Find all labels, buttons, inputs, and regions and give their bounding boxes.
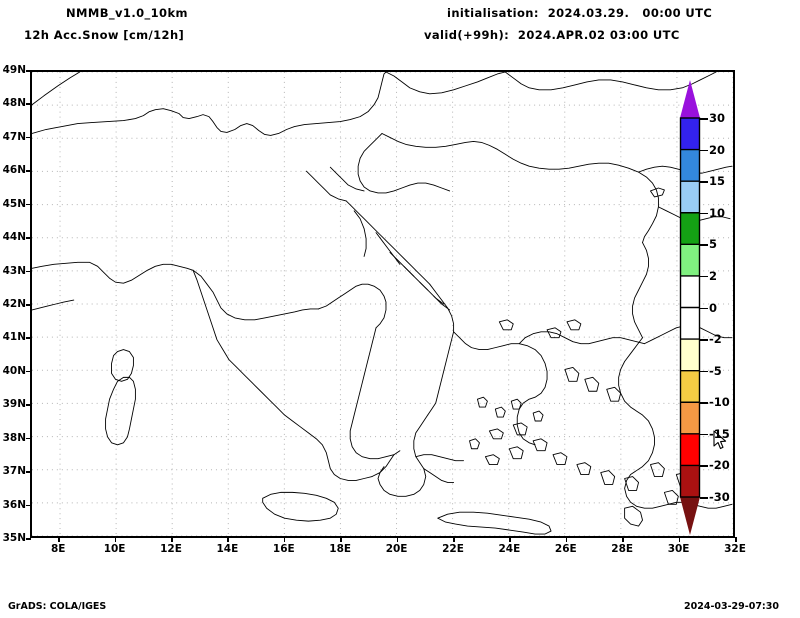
colorbar-tick-mark (700, 181, 708, 183)
colorbar-tick-label: -10 (709, 395, 730, 410)
render-timestamp: 2024-03-29-07:30 (684, 601, 779, 612)
lon-tick-mark (735, 537, 737, 542)
lat-tick-label: 35N (2, 532, 26, 544)
lon-tick-label: 14E (216, 543, 239, 555)
colorbar-tick-mark (700, 307, 708, 309)
colorbar-tick-mark (700, 433, 708, 436)
colorbar-tick-mark (700, 465, 708, 467)
lat-tick-mark (26, 103, 31, 105)
lat-tick-label: 43N (2, 264, 26, 277)
lon-tick-label: 10E (103, 543, 126, 555)
lat-tick-label: 44N (2, 231, 26, 244)
lat-tick-mark (26, 370, 31, 373)
lon-tick-label: 8E (50, 543, 66, 555)
lon-tick-mark (509, 537, 511, 542)
lon-tick-label: 18E (329, 543, 352, 555)
lon-tick-mark (114, 537, 117, 542)
lat-tick-mark (26, 504, 31, 507)
grads-credit: GrADS: COLA/IGES (8, 601, 107, 612)
lon-tick-mark (453, 537, 455, 542)
colorbar-tick-label: -15 (709, 426, 730, 441)
colorbar-bands (679, 80, 701, 535)
lon-tick-mark (227, 537, 229, 542)
lat-tick-label: 36N (2, 498, 26, 511)
lat-tick-mark (26, 237, 31, 239)
colorbar-tick-mark (700, 339, 708, 341)
lat-tick-mark (26, 437, 31, 440)
field-label-title: 12h Acc.Snow [cm/12h] (24, 28, 185, 42)
lat-tick-label: 38N (2, 431, 26, 444)
lon-tick-mark (396, 537, 399, 542)
lon-tick-label: 22E (442, 543, 464, 555)
colorbar-tick-label: 15 (709, 174, 726, 189)
lat-tick-label: 41N (2, 331, 26, 344)
colorbar-tick-mark (700, 118, 708, 120)
colorbar-tick-mark (700, 402, 708, 404)
initialisation-time: initialisation: 2024.03.29. 00:00 UTC (447, 6, 713, 20)
lat-tick-mark (26, 170, 31, 172)
valid-time: valid(+99h): 2024.APR.02 03:00 UTC (424, 28, 680, 42)
lon-tick-mark (283, 537, 286, 542)
colorbar-tick-mark (700, 497, 708, 499)
lat-tick-mark (26, 136, 31, 139)
colorbar-tick-mark (700, 275, 708, 278)
lat-tick-label: 49N (2, 64, 26, 76)
lat-tick-mark (26, 304, 31, 306)
colorbar-tick-label: 5 (709, 237, 718, 252)
lat-tick-label: 37N (2, 465, 26, 478)
colorbar-tick-mark (700, 212, 708, 215)
lon-tick-mark (171, 537, 173, 542)
lat-tick-label: 42N (2, 298, 26, 310)
lon-tick-label: 28E (611, 543, 634, 555)
lat-tick-label: 46N (2, 164, 26, 177)
model-name-title: NMMB_v1.0_10km (66, 6, 188, 20)
lat-tick-mark (26, 471, 31, 473)
lon-tick-label: 32E (724, 543, 746, 555)
lat-tick-mark (26, 270, 31, 273)
colorbar-tick-label: 10 (709, 205, 726, 220)
lat-tick-label: 40N (2, 364, 26, 377)
lon-tick-label: 12E (160, 543, 182, 555)
lat-tick-mark (26, 538, 31, 540)
lon-tick-mark (678, 537, 681, 542)
lat-tick-label: 39N (2, 398, 26, 411)
lon-tick-label: 16E (272, 543, 295, 555)
colorbar-tick-label: 2 (709, 268, 718, 283)
map-plot-area[interactable] (30, 70, 735, 538)
colorbar-tick-label: 30 (709, 111, 726, 125)
colorbar-tick-mark (700, 370, 708, 373)
lon-tick-label: 26E (554, 543, 577, 555)
gridlines (32, 72, 733, 536)
lon-tick-mark (58, 537, 60, 542)
lat-tick-mark (26, 337, 31, 339)
colorbar-tick-label: 20 (709, 142, 726, 157)
lon-tick-mark (565, 537, 568, 542)
lat-tick-label: 45N (2, 197, 26, 210)
lat-tick-label: 48N (2, 97, 26, 110)
colorbar-tick-label: -20 (709, 458, 730, 473)
colorbar-tick-label: -30 (709, 490, 730, 504)
colorbar-tick-label: -5 (709, 363, 722, 378)
colorbar-tick-label: -2 (709, 332, 722, 347)
colorbar-tick-label: 0 (709, 300, 718, 315)
lat-tick-mark (26, 203, 31, 206)
lat-tick-mark (26, 70, 31, 72)
colorbar-tick-mark (700, 244, 708, 246)
lon-tick-mark (622, 537, 624, 542)
lat-tick-label: 47N (2, 130, 26, 143)
coastline-map (32, 72, 733, 535)
colorbar[interactable] (679, 80, 701, 535)
lon-tick-mark (340, 537, 342, 542)
colorbar-tick-mark (700, 149, 708, 152)
lon-tick-label: 24E (498, 543, 521, 555)
lon-tick-label: 20E (385, 543, 408, 555)
lat-tick-mark (26, 404, 31, 406)
lon-tick-label: 30E (667, 543, 690, 555)
mouse-pointer-icon (713, 430, 727, 450)
